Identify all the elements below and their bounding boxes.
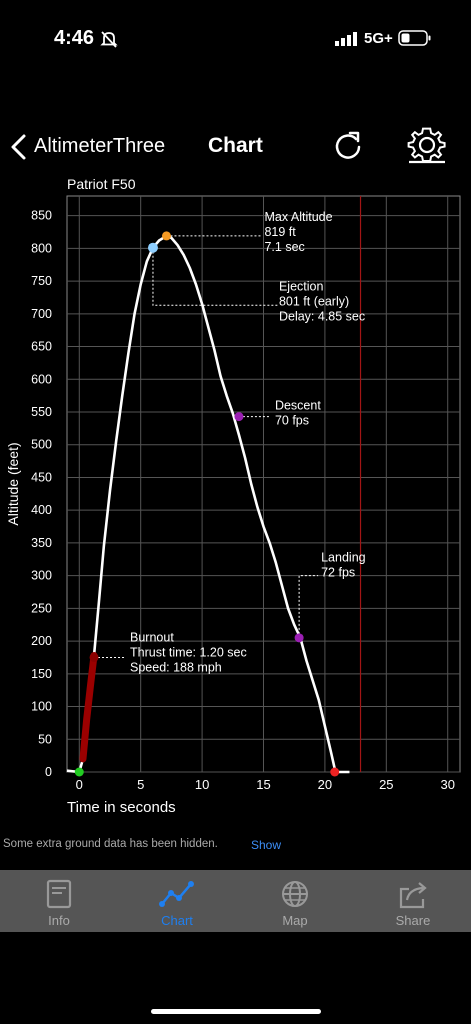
y-tick-label: 450	[31, 470, 52, 484]
back-button[interactable]: AltimeterThree	[34, 135, 166, 157]
ejection-leader-line	[152, 247, 279, 306]
x-tick-label: 20	[318, 777, 332, 792]
settings-gear-icon[interactable]	[405, 125, 449, 170]
show-link[interactable]: Show	[251, 838, 282, 852]
y-tick-label: 750	[31, 274, 52, 288]
refresh-icon[interactable]	[334, 129, 364, 166]
event-label: 819 ft	[264, 225, 296, 239]
x-tick-label: 30	[440, 777, 454, 792]
tab-label: Chart	[161, 913, 193, 928]
y-tick-label: 400	[31, 503, 52, 517]
tab-label: Map	[282, 913, 308, 928]
event-label: Burnout	[130, 630, 174, 644]
y-tick-label: 100	[31, 700, 52, 714]
y-tick-label: 650	[31, 340, 52, 354]
y-tick-label: 350	[31, 536, 52, 550]
network-label: 5G+	[364, 30, 393, 47]
battery-icon	[398, 30, 432, 51]
chart-icon	[159, 879, 195, 914]
event-label: 70 fps	[275, 414, 309, 428]
x-tick-label: 0	[76, 777, 83, 792]
y-tick-label: 300	[31, 569, 52, 583]
event-label: Max Altitude	[264, 210, 332, 224]
y-tick-label: 800	[31, 241, 52, 255]
y-tick-label: 50	[38, 732, 52, 746]
y-tick-label: 600	[31, 372, 52, 386]
event-label: Delay: 4.85 sec	[279, 309, 365, 323]
event-marker	[294, 633, 304, 643]
event-label: 801 ft (early)	[279, 294, 349, 308]
landing-leader-line	[298, 575, 319, 638]
page-title: Chart	[208, 134, 263, 157]
info-icon	[41, 879, 77, 914]
event-marker	[161, 231, 171, 241]
y-tick-label: 150	[31, 667, 52, 681]
y-tick-label: 200	[31, 634, 52, 648]
tab-bar	[0, 870, 471, 932]
y-tick-label: 850	[31, 209, 52, 223]
altitude-chart: 0 5 10 15 20 25 300501001502002503003504004505…	[5, 195, 461, 816]
event-marker	[147, 242, 158, 253]
x-axis-label: Time in seconds	[67, 799, 176, 816]
y-tick-label: 700	[31, 307, 52, 321]
bell-muted-icon	[99, 29, 119, 54]
chart-title: Patriot F50	[67, 176, 136, 192]
tab-map[interactable]: Map	[236, 870, 354, 932]
chevron-left-icon[interactable]	[9, 133, 29, 166]
event-marker	[330, 767, 340, 777]
event-marker	[234, 412, 244, 422]
x-tick-label: 5	[137, 777, 144, 792]
event-label: Thrust time: 1.20 sec	[130, 645, 247, 659]
event-label: Speed: 188 mph	[130, 660, 222, 674]
home-indicator	[151, 1009, 321, 1014]
y-tick-label: 500	[31, 438, 52, 452]
event-label: Landing	[321, 551, 366, 565]
thrust-segment	[79, 651, 98, 763]
tab-label: Info	[48, 913, 70, 928]
signal-icon	[335, 32, 359, 51]
event-marker	[74, 767, 84, 777]
event-label: 72 fps	[321, 566, 355, 580]
tab-info[interactable]: Info	[0, 870, 118, 932]
x-tick-label: 15	[256, 777, 270, 792]
y-tick-label: 250	[31, 601, 52, 615]
event-label: Descent	[275, 399, 321, 413]
tab-share[interactable]: Share	[354, 870, 471, 932]
x-tick-label: 25	[379, 777, 393, 792]
y-axis-label: Altitude (feet)	[5, 442, 21, 525]
status-time: 4:46	[54, 27, 95, 49]
hidden-data-note: Some extra ground data has been hidden.	[3, 838, 218, 850]
share-icon	[395, 879, 431, 914]
y-tick-label: 0	[45, 765, 52, 779]
event-label: 7.1 sec	[264, 240, 304, 254]
x-tick-label: 10	[195, 777, 209, 792]
globe-icon	[277, 879, 313, 914]
event-label: Ejection	[279, 279, 324, 293]
tab-chart[interactable]: Chart	[118, 870, 236, 932]
event-marker	[89, 652, 99, 662]
tab-label: Share	[395, 913, 431, 928]
y-tick-label: 550	[31, 405, 52, 419]
